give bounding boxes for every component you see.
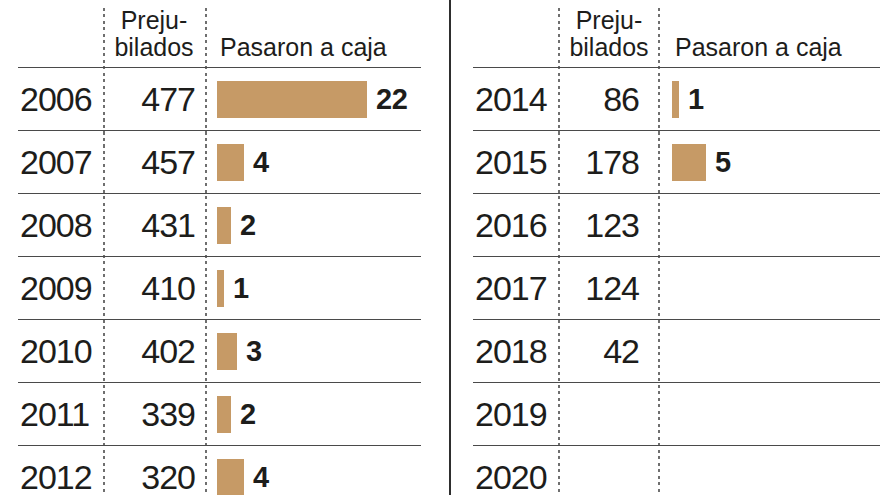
prejubilados-cell (513, 383, 639, 445)
table-row: 201842 (473, 319, 880, 382)
prejubilados-cell: 457 (58, 131, 195, 193)
pasaron-bar (217, 144, 244, 181)
rows: 2014861201517852016123201712420184220192… (473, 67, 880, 495)
header-line: bilados (103, 34, 205, 61)
pasaron-value-label: 1 (233, 257, 249, 320)
pasaron-value-label: 2 (240, 194, 256, 257)
pasaron-bar (217, 396, 231, 433)
prejubilados-cell: 402 (58, 320, 195, 382)
table-row: 200647722 (18, 67, 421, 130)
table-row: 2017124 (473, 256, 880, 319)
prejubilados-cell (513, 446, 639, 495)
column-header-pasaron-a-caja: Pasaron a caja (675, 34, 842, 61)
column-header-prejubilados: Preju- bilados (103, 7, 205, 61)
prejubilados-cell: 477 (58, 68, 195, 130)
pasaron-bar (672, 81, 679, 118)
prejubilados-cell: 123 (513, 194, 639, 256)
prejubilados-cell: 178 (513, 131, 639, 193)
pasaron-bar (217, 333, 237, 370)
header-line: bilados (558, 34, 660, 61)
table-row: 20104023 (18, 319, 421, 382)
pasaron-bar (217, 81, 367, 118)
table-row: 20113392 (18, 382, 421, 445)
table-row: 20123204 (18, 445, 421, 495)
table-row: 20074574 (18, 130, 421, 193)
header-line: Preju- (558, 7, 660, 34)
pasaron-value-label: 22 (376, 68, 407, 131)
pasaron-value-label: 5 (715, 131, 731, 194)
column-header-prejubilados: Preju- bilados (558, 7, 660, 61)
prejubilados-cell: 410 (58, 257, 195, 319)
table-header: Preju- bilados Pasaron a caja (473, 0, 880, 67)
pasaron-bar (672, 144, 706, 181)
table-row: 20084312 (18, 193, 421, 256)
prejubilados-cell: 431 (58, 194, 195, 256)
table-row: 2019 (473, 382, 880, 445)
prejubilados-cell: 86 (513, 68, 639, 130)
table-row: 20151785 (473, 130, 880, 193)
header-line: Preju- (103, 7, 205, 34)
column-header-pasaron-a-caja: Pasaron a caja (220, 34, 387, 61)
infographic-canvas: Preju- bilados Pasaron a caja 2006477222… (0, 0, 880, 495)
prejubilados-cell: 124 (513, 257, 639, 319)
table-right: Preju- bilados Pasaron a caja 2014861201… (473, 0, 880, 495)
table-header: Preju- bilados Pasaron a caja (18, 0, 421, 67)
prejubilados-cell: 339 (58, 383, 195, 445)
pasaron-bar (217, 459, 244, 495)
pasaron-bar (217, 207, 231, 244)
pasaron-value-label: 1 (688, 68, 704, 131)
pasaron-value-label: 2 (240, 383, 256, 446)
table-divider (449, 0, 451, 495)
table-left: Preju- bilados Pasaron a caja 2006477222… (18, 0, 421, 495)
pasaron-value-label: 3 (246, 320, 262, 383)
rows: 2006477222007457420084312200941012010402… (18, 67, 421, 495)
table-row: 2020 (473, 445, 880, 495)
pasaron-bar (217, 270, 224, 307)
pasaron-value-label: 4 (253, 446, 269, 495)
table-row: 2014861 (473, 67, 880, 130)
prejubilados-cell: 320 (58, 446, 195, 495)
prejubilados-cell: 42 (513, 320, 639, 382)
table-row: 2016123 (473, 193, 880, 256)
table-row: 20094101 (18, 256, 421, 319)
pasaron-value-label: 4 (253, 131, 269, 194)
